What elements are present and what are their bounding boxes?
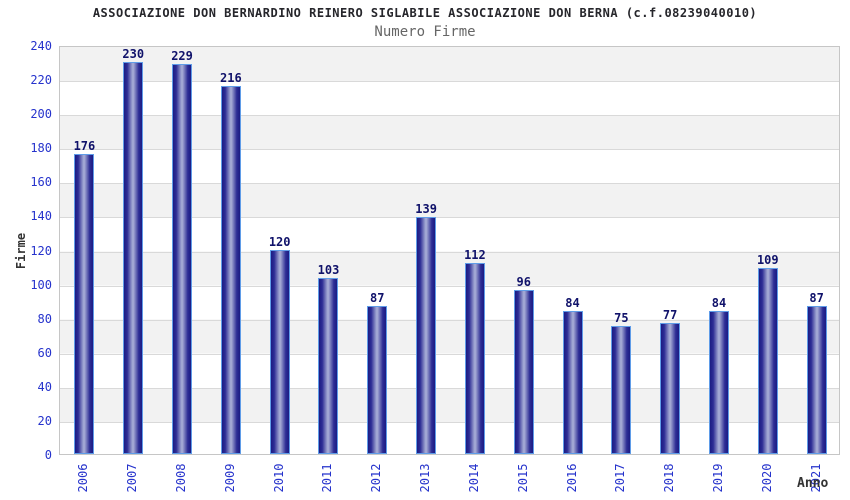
- x-tick-label: 2017: [613, 463, 628, 493]
- bar-2018: [660, 322, 681, 454]
- x-tick-label: 2015: [515, 463, 530, 493]
- bar-value-label: 120: [268, 234, 291, 249]
- bar-value-label: 230: [122, 47, 145, 62]
- y-tick-label: 100: [30, 277, 52, 292]
- bar-2008: [172, 63, 193, 454]
- bar-2021: [806, 305, 827, 454]
- y-tick-label: 120: [30, 243, 52, 258]
- y-tick-label: 220: [30, 73, 52, 88]
- x-tick-label: 2006: [76, 463, 91, 493]
- y-tick-label: 80: [37, 311, 52, 326]
- bar-value-label: 87: [809, 290, 824, 305]
- gridline: [60, 285, 839, 287]
- y-tick-label: 200: [30, 107, 52, 122]
- bar-value-label: 139: [415, 202, 437, 217]
- x-tick-label: 2019: [710, 463, 725, 493]
- bar-value-label: 216: [220, 70, 242, 85]
- y-tick-label: 160: [30, 175, 52, 190]
- x-tick-label: 2007: [125, 463, 140, 493]
- y-axis-title: Firme: [14, 232, 28, 269]
- x-tick-label: 2012: [369, 463, 384, 493]
- y-tick-label: 240: [30, 39, 52, 53]
- bar-value-label: 176: [73, 139, 96, 154]
- y-tick-label: 0: [44, 448, 52, 462]
- x-tick-label: 2009: [222, 463, 237, 493]
- x-tick-label: 2011: [320, 463, 335, 493]
- bar-2009: [220, 85, 241, 454]
- chart-title: ASSOCIAZIONE DON BERNARDINO REINERO SIGL…: [92, 6, 758, 20]
- y-tick-label: 140: [30, 209, 52, 224]
- bar-value-label: 112: [464, 248, 486, 263]
- y-tick-label: 180: [30, 141, 52, 156]
- x-tick-label: 2013: [418, 463, 433, 493]
- plot-area: 176 230 229 216 120 103 87 139 112 96 84 75 77 84 109 8…: [59, 46, 840, 455]
- x-tick-label: 2018: [662, 463, 677, 493]
- bar-value-label: 87: [370, 290, 385, 305]
- bar-2020: [757, 268, 778, 454]
- bar-2017: [611, 326, 632, 454]
- bar-value-label: 109: [756, 253, 779, 268]
- gridline: [60, 387, 839, 389]
- y-tick-label: 60: [37, 345, 52, 360]
- bar-2011: [318, 278, 339, 454]
- x-tick-label: 2010: [271, 463, 286, 493]
- gridline: [60, 217, 839, 219]
- bar-2006: [74, 154, 95, 454]
- gridline: [60, 149, 839, 151]
- bar-2013: [416, 217, 437, 454]
- chart-subtitle: Numero Firme: [374, 24, 476, 40]
- x-axis-title: Anno: [797, 476, 829, 491]
- bar-value-label: 77: [662, 307, 678, 322]
- bar-2014: [464, 263, 485, 454]
- bar-2007: [123, 62, 144, 454]
- gridline: [60, 251, 839, 253]
- gridline: [60, 115, 839, 117]
- bar-value-label: 103: [317, 263, 340, 278]
- bar-2015: [513, 290, 534, 454]
- gridline: [60, 183, 839, 185]
- bar-2016: [562, 310, 583, 454]
- gridline: [60, 421, 839, 423]
- x-tick-label: 2008: [174, 463, 189, 493]
- gridline: [60, 81, 839, 83]
- gridline: [60, 353, 839, 355]
- bar-value-label: 75: [614, 311, 629, 326]
- bar-value-label: 96: [516, 275, 531, 290]
- bar-value-label: 229: [171, 48, 193, 63]
- x-tick-label: 2014: [466, 463, 481, 493]
- bar-2010: [269, 249, 290, 454]
- x-tick-label: 2016: [564, 463, 579, 493]
- bar-2012: [367, 305, 388, 454]
- bar-value-label: 84: [565, 295, 580, 310]
- gridline: [60, 319, 839, 321]
- bar-value-label: 84: [711, 295, 727, 310]
- y-tick-label: 40: [37, 379, 52, 394]
- x-tick-label: 2020: [759, 463, 774, 493]
- y-tick-label: 20: [37, 413, 52, 428]
- bar-2019: [708, 310, 729, 454]
